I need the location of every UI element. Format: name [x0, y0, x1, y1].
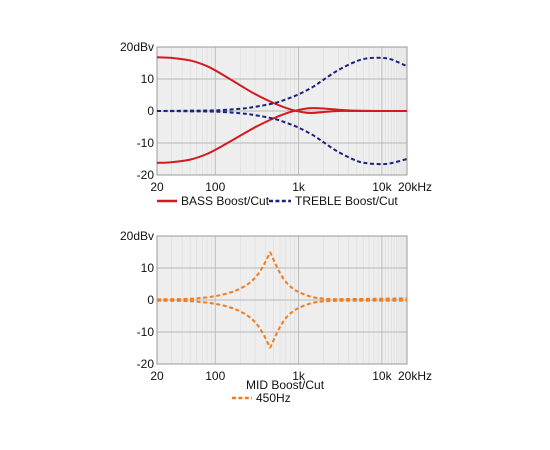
- series-1-curve-1: [157, 299, 407, 349]
- x-tick-label: 20: [150, 180, 164, 194]
- x-tick-label: 10k: [372, 369, 392, 383]
- legend-label: BASS Boost/Cut: [181, 194, 270, 208]
- x-tick-label: 1k: [292, 180, 306, 194]
- x-tick-label: 100: [205, 180, 225, 194]
- y-tick-label: -10: [137, 136, 155, 150]
- y-tick-label: -20: [137, 168, 155, 182]
- chart-title: MID Boost/Cut: [246, 378, 325, 392]
- y-tick-label: 0: [147, 293, 154, 307]
- x-tick-label: 1k: [292, 369, 306, 383]
- treble-boost-cut-curve-2: [157, 56, 407, 112]
- x-tick-label: 20: [150, 369, 164, 383]
- series-0-curve-1: [157, 107, 407, 164]
- y-tick-label: 0: [147, 104, 154, 118]
- x-tick-label: 20kHz: [398, 369, 432, 383]
- y-tick-label: 20dBv: [120, 40, 154, 54]
- x-tick-label: 10k: [372, 180, 392, 194]
- x-tick-label: 20kHz: [398, 180, 432, 194]
- series-0-curve-3: [157, 110, 407, 166]
- y-tick-label: 10: [141, 72, 155, 86]
- x-tick-label: 100: [205, 369, 225, 383]
- y-tick-label: -10: [137, 325, 155, 339]
- y-tick-label: 20dBv: [120, 229, 154, 243]
- 450hz-curve-0: [157, 251, 407, 301]
- legend-label: TREBLE Boost/Cut: [295, 194, 398, 208]
- y-tick-label: -20: [137, 357, 155, 371]
- y-tick-label: 10: [141, 261, 155, 275]
- legend-label: 450Hz: [256, 391, 291, 405]
